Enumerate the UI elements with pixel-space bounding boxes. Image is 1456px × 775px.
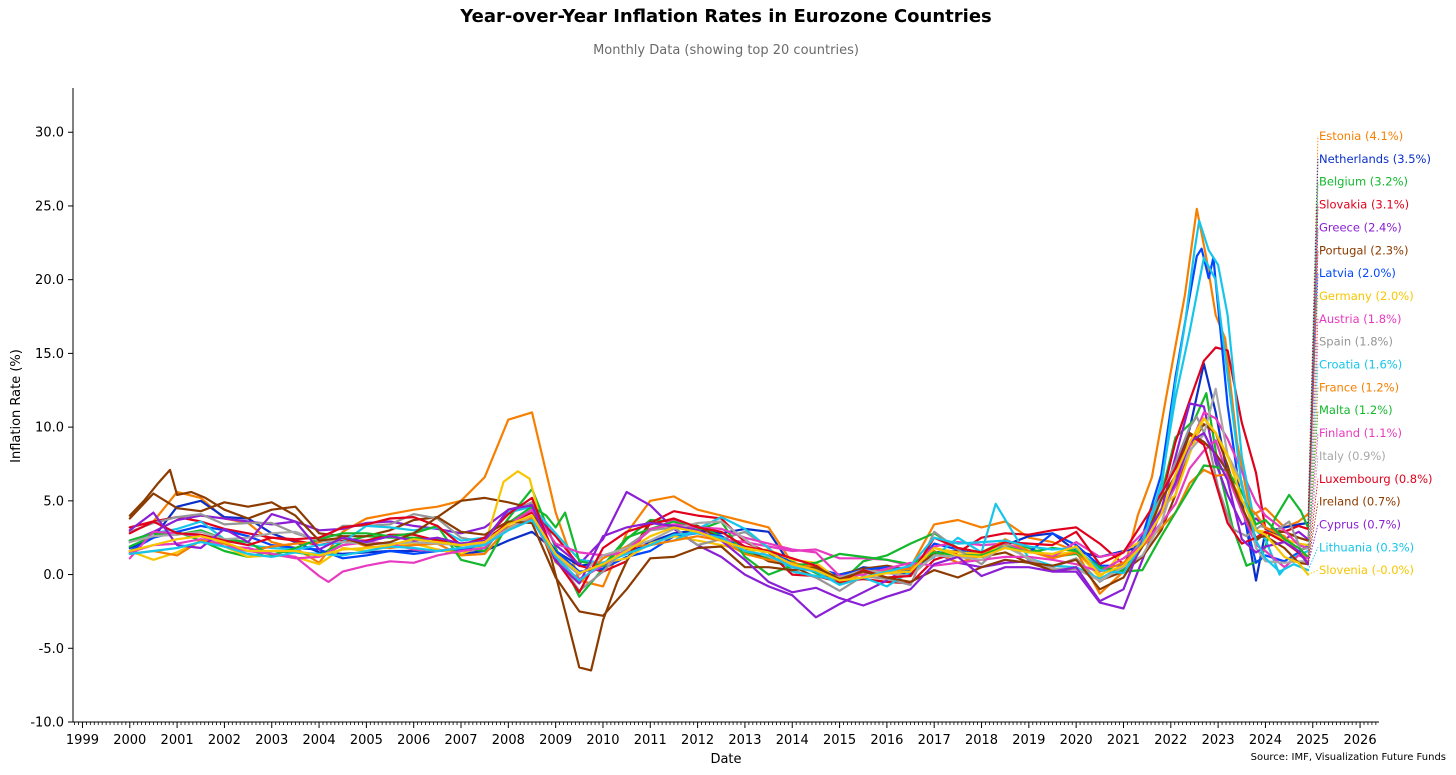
end-label-lithuania: Lithuania (0.3%) [1319,540,1414,554]
label-connector-lithuania [1307,547,1319,571]
y-tick-label: 5.0 [43,494,64,509]
label-connector-luxembourg [1307,478,1319,563]
series-line-austria [128,411,1310,581]
x-tick-label: 2023 [1202,733,1235,748]
label-connector-slovakia [1307,204,1319,529]
series-line-slovenia [128,417,1310,582]
y-tick-label: -10.0 [30,716,64,731]
x-tick-label: 2011 [634,733,667,748]
end-label-spain: Spain (1.8%) [1319,335,1393,349]
series-line-lithuania [128,256,1310,586]
end-label-slovakia: Slovakia (3.1%) [1319,198,1409,212]
x-tick-label: 2009 [539,733,572,748]
y-tick-label: 0.0 [43,568,64,583]
y-tick-label: 10.0 [35,421,64,436]
x-tick-label: 2020 [1060,733,1093,748]
x-tick-label: 2017 [918,733,951,748]
end-label-belgium: Belgium (3.2%) [1319,175,1408,189]
chart-subtitle: Monthly Data (showing top 20 countries) [593,43,859,58]
x-tick-label: 2002 [208,733,241,748]
x-tick-label: 2005 [350,733,383,748]
label-connector-belgium [1307,181,1319,528]
end-label-germany: Germany (2.0%) [1319,289,1414,303]
x-tick-label: 2018 [965,733,998,748]
x-tick-label: 2007 [444,733,477,748]
chart-source: Source: IMF, Visualization Future Funds [1250,752,1446,763]
label-connector-germany [1307,295,1319,546]
end-label-estonia: Estonia (4.1%) [1319,129,1403,143]
end-label-portugal: Portugal (2.3%) [1319,243,1408,257]
y-tick-label: 30.0 [35,126,64,141]
y-tick-label: 25.0 [35,199,64,214]
label-connector-estonia [1307,135,1319,515]
axes [72,88,1379,723]
x-tick-label: 2021 [1107,733,1140,748]
x-tick-label: 2003 [255,733,288,748]
end-label-luxembourg: Luxembourg (0.8%) [1319,472,1433,486]
label-connector-croatia [1307,364,1319,551]
y-tick-label: -5.0 [39,642,64,657]
x-axis-label: Date [710,752,741,767]
label-connector-austria [1307,318,1319,549]
tick-marks: -10.0 -5.0 0.0 5.0 10.0 15.0 20.0 25.0 30.0 1999 2… [30,126,1376,748]
y-tick-label: 15.0 [35,347,64,362]
y-axis-label: Inflation Rate (%) [9,349,24,463]
end-label-croatia: Croatia (1.6%) [1319,358,1402,372]
label-connector-slovenia [1307,569,1319,575]
end-label-latvia: Latvia (2.0%) [1319,266,1396,280]
end-label-netherlands: Netherlands (3.5%) [1319,152,1431,166]
label-connector-portugal [1307,250,1319,541]
x-tick-label: 2024 [1249,733,1282,748]
x-tick-label: 2022 [1154,733,1187,748]
series-line-finland [128,439,1310,583]
end-label-malta: Malta (1.2%) [1319,403,1393,417]
x-tick-label: 2010 [586,733,619,748]
y-tick-label: 20.0 [35,273,64,288]
end-label-finland: Finland (1.1%) [1319,426,1402,440]
series-line-greece [128,402,1310,619]
x-tick-label: 2008 [492,733,525,748]
x-tick-label: 2000 [113,733,146,748]
series-line-portugal [128,423,1310,672]
x-tick-label: 2026 [1344,733,1377,748]
end-labels: Estonia (4.1%) Netherlands (3.5%) Belgium … [1319,129,1433,577]
x-tick-label: 2006 [397,733,430,748]
x-tick-label: 2019 [1012,733,1045,748]
label-connector-greece [1307,227,1319,540]
series-line-croatia [128,219,1310,588]
end-label-france: France (1.2%) [1319,380,1399,394]
label-connectors [1307,135,1319,575]
end-label-italy: Italy (0.9%) [1319,449,1386,463]
label-connector-cyprus [1307,524,1319,565]
x-tick-label: 2012 [681,733,714,748]
series-lines [128,207,1310,672]
end-label-cyprus: Cyprus (0.7%) [1319,517,1401,531]
label-connector-italy [1307,455,1319,562]
x-tick-label: 2014 [776,733,809,748]
label-connector-malta [1307,410,1319,557]
x-tick-label: 2025 [1296,733,1329,748]
end-label-slovenia: Slovenia (-0.0%) [1319,563,1414,577]
x-tick-label: 1999 [66,733,99,748]
x-tick-label: 2015 [823,733,856,748]
x-tick-label: 2001 [161,733,194,748]
series-line-malta [128,464,1310,576]
x-tick-label: 2004 [303,733,336,748]
end-label-greece: Greece (2.4%) [1319,220,1402,234]
chart-title: Year-over-Year Inflation Rates in Eurozo… [460,6,992,27]
end-label-ireland: Ireland (0.7%) [1319,495,1401,509]
x-tick-label: 2016 [870,733,903,748]
x-tick-label: 2013 [728,733,761,748]
end-label-austria: Austria (1.8%) [1319,312,1401,326]
